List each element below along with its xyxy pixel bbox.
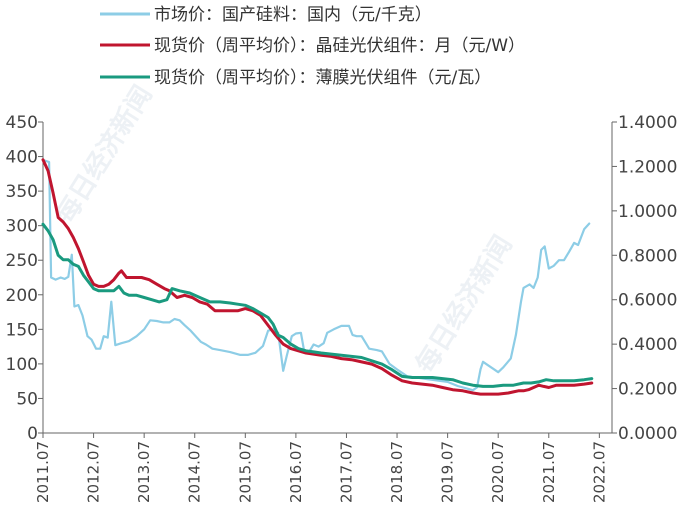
right-tick-label: 1.2000 <box>618 157 677 177</box>
left-axis-ticks: 0 50 100 150 200 250 300 350 400 450 <box>6 113 43 444</box>
right-tick-label: 1.0000 <box>618 202 677 222</box>
series-thinfilm-module-line <box>41 222 594 388</box>
axes <box>42 122 613 434</box>
x-tick-label: 2020.07 <box>489 441 507 503</box>
x-tick-label: 2012.07 <box>85 441 103 503</box>
legend-label-thinfilm: 现货价（周平均价）：薄膜光伏组件（元/瓦） <box>154 68 491 88</box>
legend-item-silicon: 市场价：国产硅料：国内（元/千克） <box>100 5 432 25</box>
x-tick-label: 2016.07 <box>287 441 305 503</box>
right-tick-label: 0.2000 <box>618 380 677 400</box>
left-tick-label: 200 <box>6 286 38 306</box>
left-tick-label: 50 <box>16 389 38 409</box>
x-tick-label: 2018.07 <box>388 441 406 503</box>
right-tick-label: 1.4000 <box>618 113 677 133</box>
watermark-text-1: 每日经济新闻 <box>50 80 159 229</box>
legend-label-silicon: 市场价：国产硅料：国内（元/千克） <box>154 5 432 25</box>
left-tick-label: 0 <box>27 424 38 444</box>
right-axis-ticks: 0.0000 0.2000 0.4000 0.6000 0.8000 1.0000 1.20… <box>612 113 677 444</box>
left-tick-label: 100 <box>6 355 38 375</box>
legend-item-crystalline: 现货价（周平均价）：晶硅光伏组件：月（元/W） <box>100 36 525 56</box>
left-tick-label: 350 <box>6 182 38 202</box>
right-tick-label: 0.4000 <box>618 335 677 355</box>
right-tick-label: 0.8000 <box>618 246 677 266</box>
x-tick-label: 2019.07 <box>439 441 457 503</box>
series-layer <box>41 158 594 396</box>
left-tick-label: 250 <box>6 251 38 271</box>
left-tick-label: 400 <box>6 148 38 168</box>
x-tick-label: 2022.07 <box>590 441 608 503</box>
x-tick-label: 2015.07 <box>236 441 254 503</box>
x-axis-ticks: 2011.07 2012.07 2013.07 2014.07 2015.07 2016.… <box>34 433 608 503</box>
left-tick-label: 450 <box>6 113 38 133</box>
x-tick-label: 2017.07 <box>337 441 355 503</box>
x-tick-label: 2021.07 <box>540 441 558 503</box>
watermark-text-2: 每日经济新闻 <box>410 230 519 379</box>
right-tick-label: 0.0000 <box>618 424 677 444</box>
legend-label-crystalline: 现货价（周平均价）：晶硅光伏组件：月（元/W） <box>154 36 525 56</box>
left-tick-label: 150 <box>6 320 38 340</box>
right-tick-label: 0.6000 <box>618 291 677 311</box>
legend: 市场价：国产硅料：国内（元/千克） 现货价（周平均价）：晶硅光伏组件：月（元/W… <box>100 5 525 88</box>
x-tick-label: 2014.07 <box>186 441 204 503</box>
x-tick-label: 2011.07 <box>34 441 52 503</box>
x-tick-label: 2013.07 <box>135 441 153 503</box>
watermark: 每日经济新闻 每日经济新闻 <box>50 80 519 379</box>
left-tick-label: 300 <box>6 217 38 237</box>
legend-item-thinfilm: 现货价（周平均价）：薄膜光伏组件（元/瓦） <box>100 68 491 88</box>
series-crystalline-module-line <box>41 158 594 396</box>
